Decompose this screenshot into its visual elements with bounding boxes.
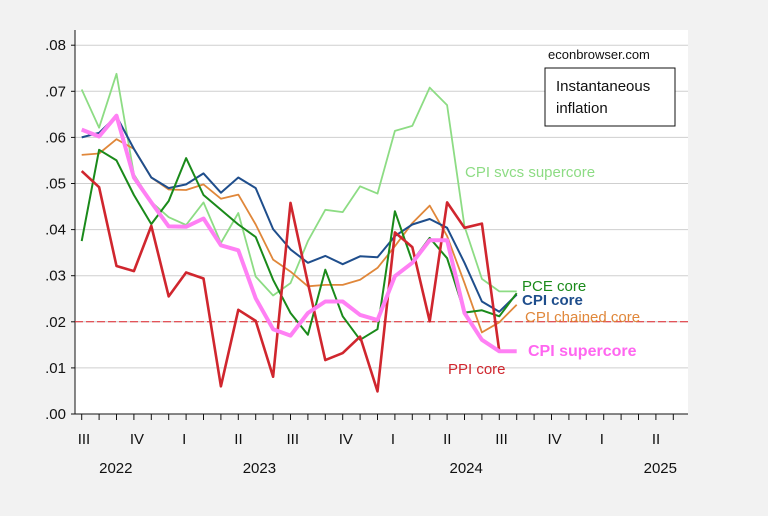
series-label-cpi-supercore: CPI supercore xyxy=(528,343,637,360)
quarter-label: II xyxy=(443,431,451,448)
series-label-ppi-core: PPI core xyxy=(448,361,506,378)
y-tick-label: .05 xyxy=(45,176,66,193)
series-label-cpi-svcs-supercore: CPI svcs supercore xyxy=(465,164,595,181)
series-line-cpi-supercore xyxy=(80,113,517,354)
series-label-pce-core: PCE core xyxy=(522,278,586,295)
quarter-label: I xyxy=(391,431,395,448)
y-tick-label: .07 xyxy=(45,83,66,100)
y-tick-label: .00 xyxy=(45,406,66,423)
y-tick-label: .02 xyxy=(45,314,66,331)
year-label: 2023 xyxy=(243,460,276,477)
quarter-label: I xyxy=(182,431,186,448)
legend-box xyxy=(544,67,676,127)
y-tick-label: .04 xyxy=(45,222,66,239)
quarter-label: III xyxy=(287,431,300,448)
quarter-label: III xyxy=(78,431,91,448)
source-label: econbrowser.com xyxy=(548,47,650,62)
y-tick-label: .08 xyxy=(45,37,66,54)
quarter-label: IV xyxy=(130,431,144,448)
quarter-label: II xyxy=(652,431,660,448)
year-label: 2024 xyxy=(450,460,483,477)
series-label-cpi-core: CPI core xyxy=(522,292,583,309)
quarter-label: III xyxy=(495,431,508,448)
legend-box-line-2: inflation xyxy=(556,100,608,117)
quarter-label: IV xyxy=(548,431,562,448)
y-tick-label: .06 xyxy=(45,129,66,146)
y-tick-label: .03 xyxy=(45,268,66,285)
series-line-ppi-core xyxy=(80,170,501,393)
series-lines xyxy=(80,72,518,393)
year-label: 2022 xyxy=(99,460,132,477)
quarter-label: IV xyxy=(339,431,353,448)
y-axis: .00 .01 .02 .03 .04 .05 .06 .07 .08 xyxy=(45,30,76,423)
quarter-label: II xyxy=(234,431,242,448)
legend-box-line-1: Instantaneous xyxy=(556,78,650,95)
quarter-label: I xyxy=(600,431,604,448)
y-tick-label: .01 xyxy=(45,360,66,377)
year-label: 2025 xyxy=(644,460,677,477)
series-label-cpi-chained-core: CPI chained core xyxy=(525,309,640,326)
